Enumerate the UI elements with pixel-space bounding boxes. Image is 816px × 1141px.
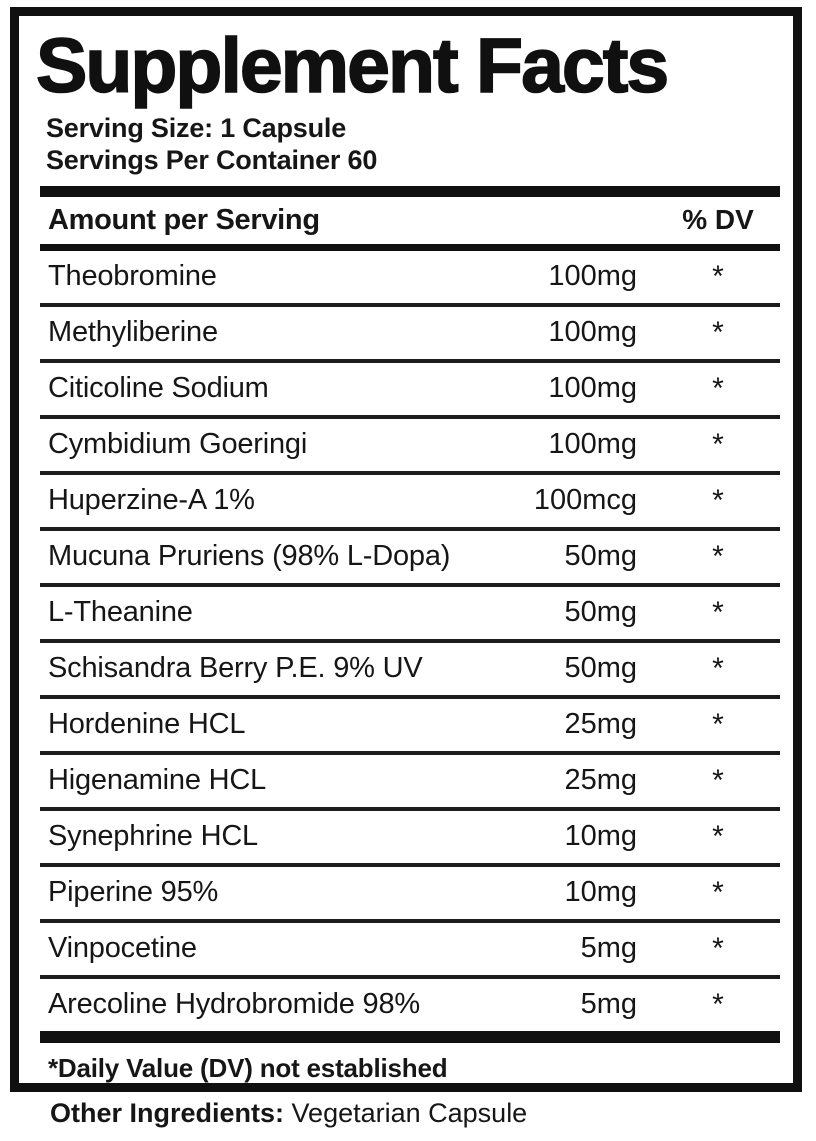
ingredient-name: Cymbidium Goeringi (48, 428, 308, 461)
ingredient-amount: 100mg (548, 260, 637, 293)
row-divider (40, 414, 780, 419)
ingredient-name: Piperine 95% (48, 876, 219, 909)
ingredient-amount: 10mg (564, 820, 637, 853)
ingredient-name: Vinpocetine (48, 932, 197, 965)
ingredient-dv: * (712, 315, 724, 349)
ingredient-amount: 5mg (580, 988, 637, 1021)
percent-dv-header: % DV (682, 204, 754, 236)
table-header-row: Amount per Serving % DV (40, 197, 780, 244)
ingredient-name: Citicoline Sodium (48, 372, 269, 405)
ingredient-dv: * (712, 987, 724, 1021)
ingredient-amount: 100mg (548, 428, 637, 461)
ingredient-dv: * (712, 539, 724, 573)
supplement-facts-panel: Supplement Facts Serving Size: 1 Capsule… (10, 7, 802, 1092)
row-divider (40, 582, 780, 587)
ingredient-dv: * (712, 763, 724, 797)
ingredient-dv: * (712, 875, 724, 909)
ingredient-row: Hordenine HCL 25mg * (40, 699, 780, 751)
divider-header-bottom (40, 243, 780, 251)
serving-size-line: Serving Size: 1 Capsule (46, 112, 347, 143)
ingredient-amount: 5mg (580, 932, 637, 965)
ingredient-dv: * (712, 595, 724, 629)
ingredient-row: Synephrine HCL 10mg * (40, 811, 780, 863)
row-divider (40, 526, 780, 531)
ingredient-name: Arecoline Hydrobromide 98% (48, 988, 420, 1021)
row-divider (40, 638, 780, 643)
row-divider (40, 470, 780, 475)
ingredient-name: L-Theanine (48, 596, 193, 629)
ingredient-amount: 50mg (564, 652, 637, 685)
ingredient-amount: 25mg (564, 764, 637, 797)
ingredient-row: L-Theanine 50mg * (40, 587, 780, 639)
ingredient-dv: * (712, 259, 724, 293)
row-divider (40, 750, 780, 755)
ingredient-row: Methyliberine 100mg * (40, 307, 780, 359)
daily-value-footnote: *Daily Value (DV) not established (48, 1052, 448, 1083)
row-divider (40, 694, 780, 699)
ingredient-dv: * (712, 371, 724, 405)
ingredient-row: Cymbidium Goeringi 100mg * (40, 419, 780, 471)
amount-per-serving-header: Amount per Serving (48, 203, 320, 236)
row-divider (40, 918, 780, 923)
ingredient-dv: * (712, 707, 724, 741)
other-ingredients-line: Other Ingredients: Vegetarian Capsule (50, 1098, 527, 1128)
ingredient-row: Mucuna Pruriens (98% L-Dopa) 50mg * (40, 531, 780, 583)
ingredient-name: Huperzine-A 1% (48, 484, 255, 517)
ingredient-amount: 100mg (548, 316, 637, 349)
ingredient-dv: * (712, 483, 724, 517)
ingredient-name: Hordenine HCL (48, 708, 246, 741)
ingredient-amount: 100mg (548, 372, 637, 405)
row-divider (40, 974, 780, 979)
other-ingredients-value: Vegetarian Capsule (284, 1098, 528, 1128)
ingredient-row: Citicoline Sodium 100mg * (40, 363, 780, 415)
ingredient-dv: * (712, 651, 724, 685)
panel-title: Supplement Facts (35, 23, 670, 109)
ingredient-row: Theobromine 100mg * (40, 251, 780, 303)
ingredient-row: Huperzine-A 1% 100mcg * (40, 475, 780, 527)
ingredient-row: Arecoline Hydrobromide 98% 5mg * (40, 979, 780, 1031)
ingredient-dv: * (712, 819, 724, 853)
ingredient-name: Methyliberine (48, 316, 218, 349)
row-divider (40, 302, 780, 307)
ingredient-dv: * (712, 427, 724, 461)
ingredient-dv: * (712, 931, 724, 965)
ingredient-name: Mucuna Pruriens (98% L-Dopa) (48, 540, 451, 573)
ingredient-row: Vinpocetine 5mg * (40, 923, 780, 975)
divider-thick-bottom (40, 1030, 780, 1043)
row-divider (40, 862, 780, 867)
row-divider (40, 358, 780, 363)
servings-per-container-line: Servings Per Container 60 (46, 144, 378, 175)
ingredient-name: Synephrine HCL (48, 820, 258, 853)
ingredient-amount: 50mg (564, 596, 637, 629)
ingredient-name: Theobromine (48, 260, 217, 293)
ingredient-amount: 100mcg (533, 484, 637, 517)
ingredient-row: Higenamine HCL 25mg * (40, 755, 780, 807)
row-divider (40, 806, 780, 811)
ingredient-name: Schisandra Berry P.E. 9% UV (48, 652, 423, 685)
other-ingredients-label: Other Ingredients: (50, 1098, 285, 1128)
divider-thick-top (40, 185, 780, 197)
ingredient-amount: 25mg (564, 708, 637, 741)
ingredient-name: Higenamine HCL (48, 764, 267, 797)
ingredient-amount: 50mg (564, 540, 637, 573)
ingredient-row: Piperine 95% 10mg * (40, 867, 780, 919)
ingredient-row: Schisandra Berry P.E. 9% UV 50mg * (40, 643, 780, 695)
ingredient-amount: 10mg (564, 876, 637, 909)
